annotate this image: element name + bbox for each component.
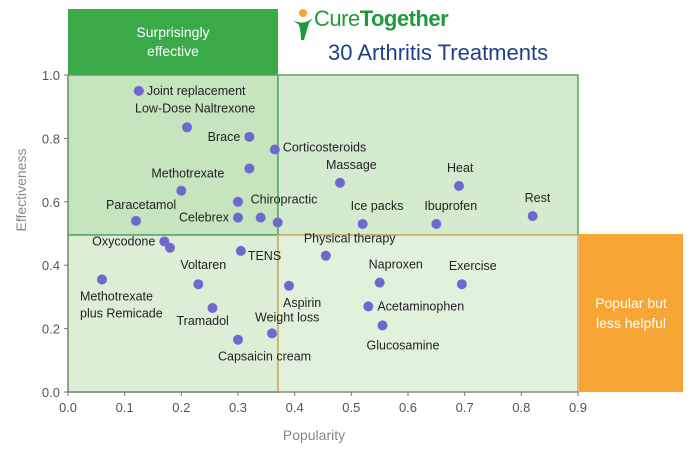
point-label: Heat (447, 161, 474, 175)
scatter-point (235, 245, 246, 256)
scatter-point (244, 163, 255, 174)
quadrant-bottom-left (67, 234, 279, 393)
x-tick-label: 0.5 (342, 400, 360, 415)
x-tick-label: 0.2 (172, 400, 190, 415)
point-label: Methotrexate (151, 167, 224, 181)
point-label: Chiropractic (251, 193, 318, 207)
scatter-point (255, 212, 266, 223)
x-tick-label: 0.1 (116, 400, 134, 415)
point-label: Oxycodone (92, 234, 155, 248)
y-tick-label: 0.8 (42, 131, 60, 146)
y-tick-label: 1.0 (42, 68, 60, 83)
y-axis-title: Effectiveness (13, 148, 29, 231)
scatter-point (182, 122, 192, 133)
surprisingly-effective-zone (68, 9, 278, 75)
data-points: Joint replacement Low-Dose Naltrexone Brac… (80, 84, 551, 364)
point-label: Paracetamol (106, 198, 176, 212)
x-axis-title: Popularity (283, 427, 345, 443)
quadrant-bottom-right (277, 234, 579, 393)
scatter-point (233, 212, 243, 223)
point-label: Brace (208, 130, 241, 144)
scatter-point (207, 302, 218, 313)
point-label: Capsaicin cream (218, 350, 311, 364)
scatter-point (165, 242, 175, 253)
surprisingly-effective-line-2: effective (147, 43, 199, 59)
x-tick-label: 0.4 (286, 400, 304, 415)
scatter-point (272, 217, 283, 228)
x-tick-label: 0.8 (512, 400, 530, 415)
point-label: Tramadol (177, 314, 229, 328)
y-tick-label: 0.4 (42, 258, 60, 273)
x-tick-label: 0.7 (456, 400, 474, 415)
scatter-point (335, 177, 345, 188)
scatter-point (527, 211, 538, 222)
scatter-point (97, 274, 107, 285)
point-label: Voltaren (180, 258, 226, 272)
scatter-point (193, 279, 204, 290)
point-label: Naproxen (369, 258, 423, 272)
chart-title: 30 Arthritis Treatments (328, 40, 549, 65)
scatter-point (244, 131, 255, 142)
scatter-point (284, 280, 294, 291)
point-label: Acetaminophen (377, 299, 464, 313)
scatter-point (320, 250, 331, 261)
y-tick-label: 0.6 (42, 195, 60, 210)
point-label: TENS (248, 249, 281, 263)
scatter-point (363, 301, 374, 312)
x-tick-label: 0.6 (399, 400, 417, 415)
x-tick-label: 0.0 (59, 400, 77, 415)
scatter-point (176, 185, 187, 196)
point-label: Joint replacement (147, 84, 246, 98)
y-tick-label: 0.0 (42, 385, 60, 400)
popular-less-helpful-line-2: less helpful (596, 315, 666, 331)
point-label: Methotrexate (80, 289, 153, 303)
scatter-point (377, 320, 388, 331)
point-label: Corticosteroids (283, 140, 366, 154)
brand-logo: CureTogether (314, 6, 449, 32)
point-label: Rest (525, 191, 551, 205)
y-tick-label: 0.2 (42, 322, 60, 337)
y-axis-ticks: 0.0 0.2 0.4 0.6 0.8 1.0 (42, 68, 68, 400)
point-label: Low-Dose Naltrexone (135, 101, 255, 115)
x-tick-label: 0.3 (229, 400, 247, 415)
point-label: Glucosamine (367, 338, 440, 352)
brand-together: Together (359, 6, 449, 31)
point-label: Ice packs (351, 199, 404, 213)
point-label: Weight loss (255, 310, 319, 324)
point-label: Massage (326, 158, 377, 172)
quadrant-top-right (277, 74, 579, 236)
scatter-point (269, 144, 280, 155)
surprisingly-effective-line-1: Surprisingly (136, 24, 209, 40)
popular-less-helpful-zone (579, 234, 683, 392)
curetogether-person-icon (293, 9, 313, 40)
scatter-point (133, 85, 144, 96)
point-label: Exercise (449, 259, 497, 273)
scatter-point (431, 218, 442, 229)
point-label: plus Remicade (80, 306, 163, 320)
x-axis-ticks: 0.0 0.1 0.2 0.3 0.4 0.5 0.6 0.7 0.8 0.9 (59, 392, 587, 415)
scatter-point (131, 215, 141, 226)
scatter-point (374, 277, 385, 288)
point-label: Aspirin (283, 296, 321, 310)
x-tick-label: 0.9 (569, 400, 587, 415)
quadrant-top-left (67, 74, 279, 236)
point-label: Celebrex (179, 211, 230, 225)
popular-less-helpful-line-1: Popular but (595, 295, 667, 311)
brand-cure: Cure (314, 6, 360, 31)
scatter-point (456, 279, 467, 290)
point-label: Physical therapy (304, 232, 396, 246)
point-label: Ibuprofen (424, 199, 477, 213)
scatter-point (267, 328, 277, 339)
scatter-point (233, 334, 243, 345)
scatter-point (233, 196, 243, 207)
scatter-point (357, 218, 368, 229)
scatter-point (454, 180, 464, 191)
